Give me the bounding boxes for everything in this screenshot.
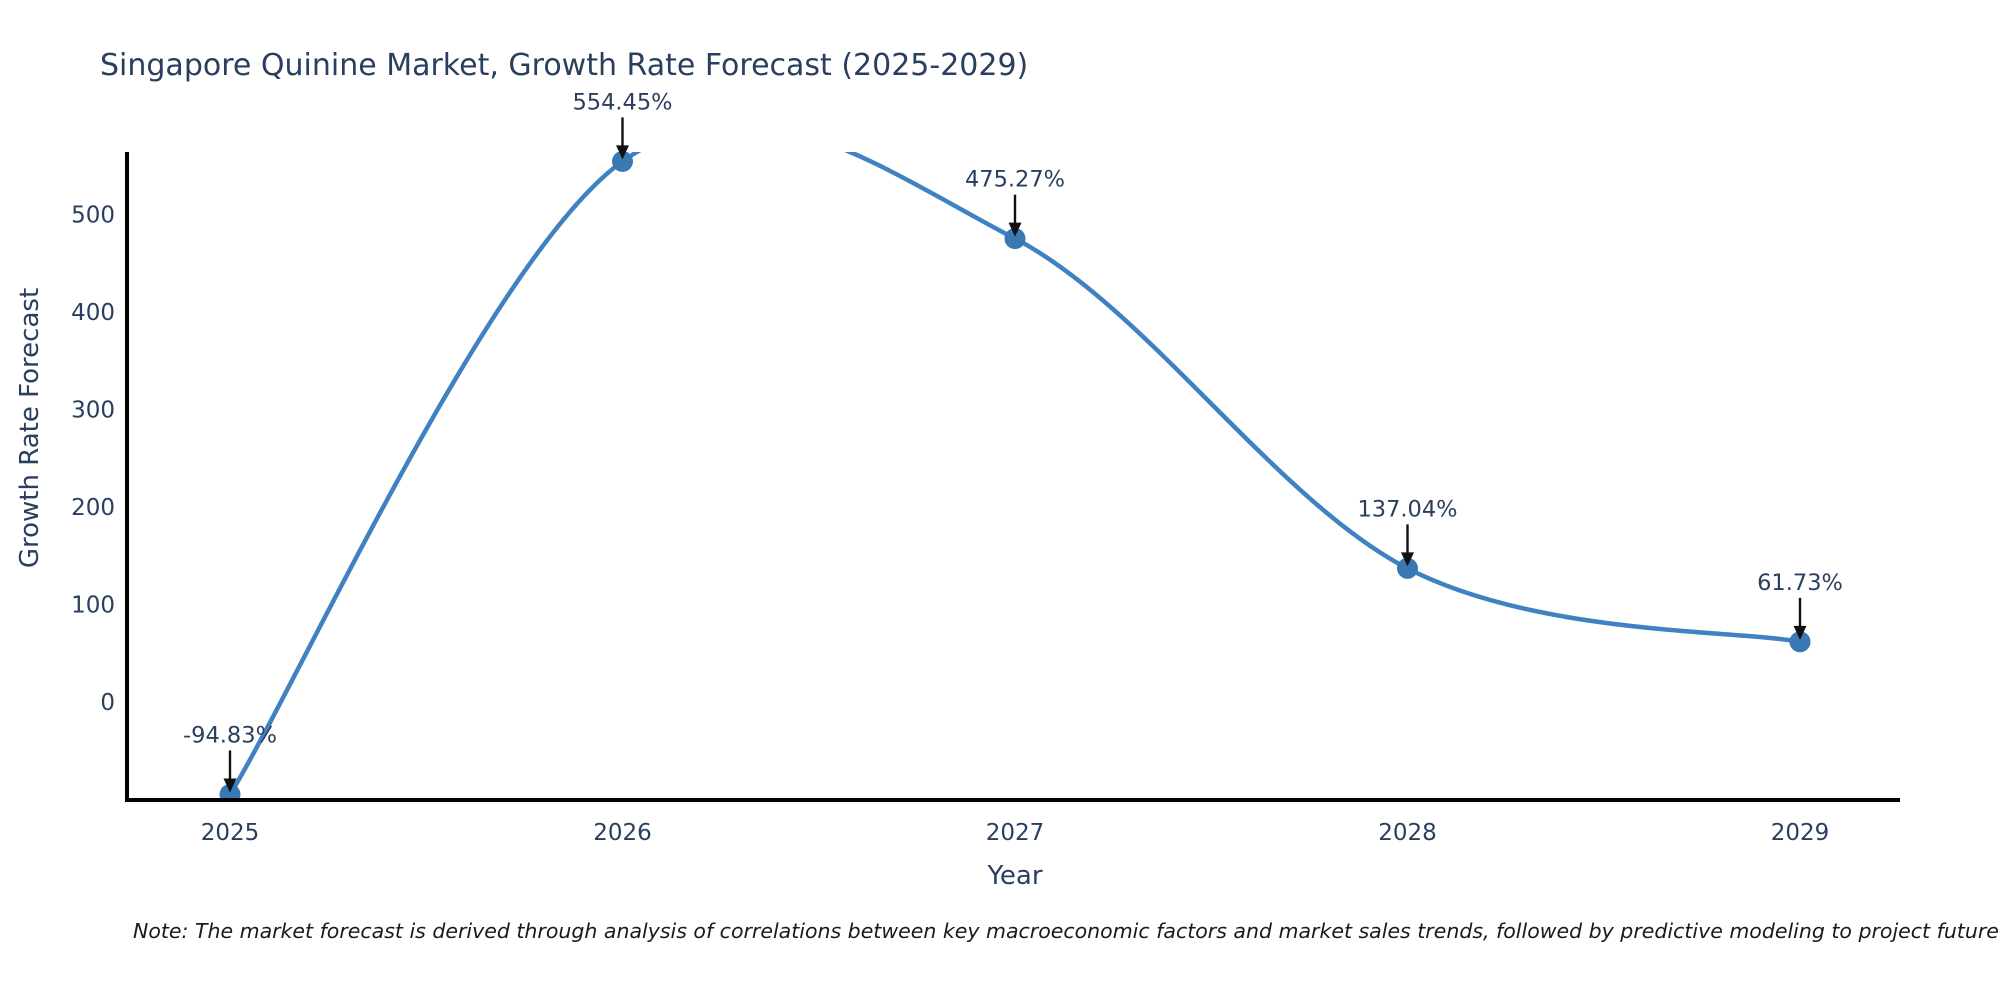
x-tick-label-2027: 2027	[986, 820, 1045, 846]
annotation-arrowhead-2025	[223, 778, 237, 793]
data-point-2027	[1004, 228, 1026, 250]
chart-title: Singapore Quinine Market, Growth Rate Fo…	[100, 48, 1029, 83]
growth-rate-curve	[227, 152, 1803, 797]
y-tick-label-200: 200	[71, 495, 115, 521]
annotation-label-2027: 475.27%	[965, 167, 1065, 193]
y-tick-label-500: 500	[71, 203, 115, 229]
annotation-label-2028: 137.04%	[1357, 496, 1457, 522]
x-tick-label-2026: 2026	[593, 820, 652, 846]
y-tick-label-0: 0	[100, 690, 115, 716]
y-tick-label-300: 300	[71, 398, 115, 424]
x-axis-title: Year	[987, 861, 1043, 891]
footnote-text: Note: The market forecast is derived thr…	[133, 919, 2000, 943]
annotation-label-2029: 61.73%	[1757, 570, 1843, 596]
annotation-label-2025: -94.83%	[183, 722, 277, 748]
annotation-arrowhead-2027	[1008, 222, 1022, 237]
y-tick-label-400: 400	[71, 300, 115, 326]
data-point-2026	[612, 152, 633, 172]
data-point-2029	[1789, 631, 1811, 653]
y-tick-label-100: 100	[71, 593, 115, 619]
x-tick-label-2025: 2025	[201, 820, 260, 846]
series-group	[219, 152, 1811, 800]
y-axis-title: Growth Rate Forecast	[15, 287, 45, 569]
annotation-arrowhead-2029	[1793, 625, 1807, 640]
annotation-arrowhead-2026	[616, 145, 629, 160]
annotation-arrowhead-2028	[1401, 552, 1414, 567]
x-tick-label-2028: 2028	[1378, 820, 1437, 846]
x-tick-label-2029: 2029	[1771, 820, 1830, 846]
data-point-2028	[1397, 557, 1418, 579]
annotation-label-2026: 554.45%	[572, 89, 672, 115]
